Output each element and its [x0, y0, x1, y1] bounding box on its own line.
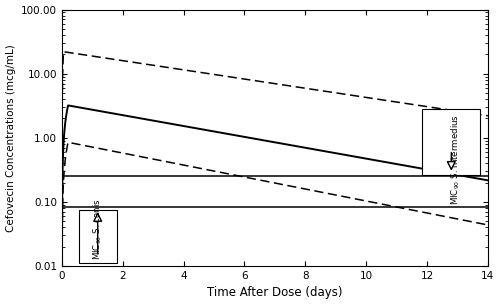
Bar: [78, 210, 116, 264]
Text: MIC$_{90}$ S. canis: MIC$_{90}$ S. canis: [92, 198, 104, 260]
Bar: [422, 109, 480, 175]
X-axis label: Time After Dose (days): Time After Dose (days): [207, 286, 342, 300]
Y-axis label: Cefovecin Concentrations (mcg/mL): Cefovecin Concentrations (mcg/mL): [6, 44, 16, 232]
Text: MIC$_{90}$ S. intermedius: MIC$_{90}$ S. intermedius: [450, 114, 462, 205]
